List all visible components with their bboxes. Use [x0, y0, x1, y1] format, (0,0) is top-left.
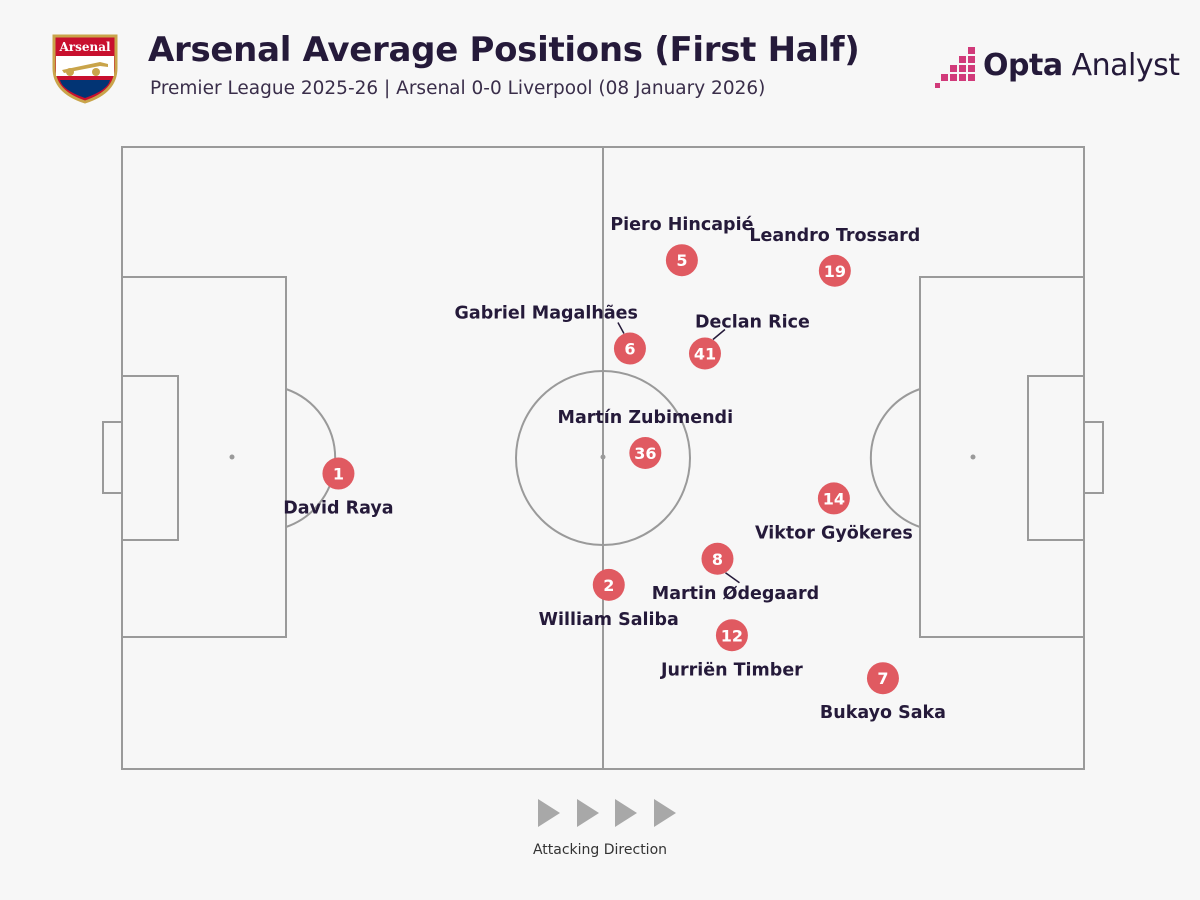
player-dot	[688, 337, 721, 370]
arrow-right-icon	[654, 799, 676, 827]
label-leader-line	[617, 322, 625, 334]
player-number: 8	[712, 550, 723, 569]
player-marker-viktor-gyokeres: 14 Viktor Gyökeres	[755, 482, 913, 543]
player-name-label: Martín Zubimendi	[558, 408, 734, 428]
player-marker-jurrien-timber: 12 Jurriën Timber	[660, 619, 803, 680]
pitch-markings	[102, 146, 1104, 770]
player-number: 5	[676, 251, 687, 270]
player-number: 36	[634, 444, 656, 463]
player-marker-piero-hincapie: 5 Piero Hincapié	[610, 215, 754, 277]
attacking-direction-arrows	[538, 799, 676, 827]
opta-analyst-wordmark: Opta Analyst	[983, 48, 1180, 83]
player-marker-bukayo-saka: 7 Bukayo Saka	[820, 662, 946, 723]
brand-name-light: Analyst	[1062, 48, 1180, 83]
page-title: Arsenal Average Positions (First Half)	[148, 30, 860, 70]
player-number: 2	[603, 576, 614, 595]
player-dot	[817, 482, 850, 515]
arrow-right-icon	[615, 799, 637, 827]
right-penalty-area	[919, 276, 1085, 638]
arrow-right-icon	[577, 799, 599, 827]
player-dot	[322, 457, 355, 490]
label-leader-line	[712, 328, 726, 341]
player-name-label: Viktor Gyökeres	[755, 523, 913, 543]
left-penalty-arc	[285, 388, 337, 528]
centre-spot	[600, 454, 606, 460]
arsenal-crest-icon: Arsenal	[52, 34, 118, 104]
player-number: 14	[823, 489, 845, 508]
right-six-yard-box	[1027, 375, 1085, 541]
player-number: 7	[877, 669, 888, 688]
arrow-right-icon	[538, 799, 560, 827]
right-goal	[1083, 421, 1104, 494]
player-dot	[866, 662, 899, 695]
label-leader-line	[725, 572, 740, 584]
player-marker-martin-zubimendi: 36 Martín Zubimendi	[558, 408, 734, 470]
player-marker-leandro-trossard: 19 Leandro Trossard	[749, 226, 920, 287]
right-penalty-spot	[970, 454, 976, 460]
player-dot	[592, 568, 625, 601]
player-dot	[701, 542, 734, 575]
player-name-label: Jurriën Timber	[660, 660, 803, 680]
player-name-label: Bukayo Saka	[820, 703, 946, 723]
right-penalty-arc	[869, 388, 921, 528]
player-name-label: Gabriel Magalhães	[455, 304, 638, 324]
brand-name-bold: Opta	[983, 48, 1063, 83]
opta-logo-icon	[935, 47, 975, 88]
player-marker-martin-odegaard: 8 Martin Ødegaard	[652, 542, 819, 604]
player-name-label: William Saliba	[539, 610, 679, 630]
player-number: 19	[824, 262, 846, 281]
pitch-outline	[121, 146, 1085, 770]
players-layer: 1 David Raya 5 Piero Hincapié 19 Leandro Tros…	[283, 215, 946, 723]
player-number: 1	[333, 465, 344, 484]
attacking-direction-label: Attacking Direction	[532, 842, 668, 858]
centre-circle	[515, 370, 691, 546]
player-dot	[613, 332, 646, 365]
player-name-label: Piero Hincapié	[610, 215, 753, 235]
player-dot	[665, 244, 698, 277]
player-marker-gabriel-magalhaes: 6 Gabriel Magalhães	[455, 304, 646, 365]
player-name-label: Martin Ødegaard	[652, 584, 819, 604]
crest-text: Arsenal	[58, 40, 111, 54]
left-six-yard-box	[121, 375, 179, 541]
player-name-label: David Raya	[283, 499, 393, 519]
left-penalty-area	[121, 276, 287, 638]
player-number: 6	[624, 340, 635, 359]
left-goal	[102, 421, 123, 494]
player-number: 41	[694, 345, 716, 364]
player-marker-declan-rice: 41 Declan Rice	[688, 313, 810, 370]
player-marker-william-saliba: 2 William Saliba	[539, 568, 679, 630]
player-dot	[629, 437, 662, 470]
left-penalty-spot	[229, 454, 235, 460]
player-name-label: Declan Rice	[695, 313, 810, 333]
player-dot	[715, 619, 748, 652]
page-subtitle: Premier League 2025-26 | Arsenal 0-0 Liv…	[150, 78, 766, 99]
player-dot	[818, 254, 851, 287]
player-number: 12	[721, 626, 743, 645]
player-marker-david-raya: 1 David Raya	[283, 457, 394, 519]
player-name-label: Leandro Trossard	[749, 226, 920, 246]
